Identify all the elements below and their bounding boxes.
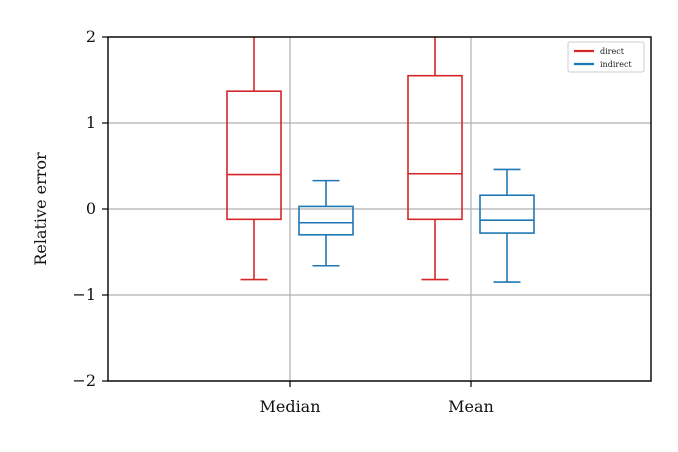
grid-lines	[108, 36, 651, 382]
y-axis-label: Relative error	[31, 152, 50, 266]
y-tick-label: −1	[72, 285, 96, 304]
box-plots	[226, 37, 535, 283]
x-tick-label: Median	[259, 397, 320, 416]
axis-ticks: −2 −1 0 1 2 Median Mean	[72, 27, 493, 416]
legend-label-direct: direct	[600, 47, 625, 56]
iqr-box	[226, 90, 282, 221]
box-indirect-median	[298, 179, 354, 267]
x-tick-label: Mean	[448, 397, 494, 416]
y-tick-label: 1	[86, 113, 96, 132]
y-tick-label: 2	[86, 27, 96, 46]
iqr-box	[407, 74, 463, 221]
box-direct-median	[226, 37, 282, 281]
y-tick-label: 0	[86, 199, 96, 218]
legend: direct indirect	[567, 41, 645, 73]
iqr-box	[298, 205, 354, 236]
y-tick-label: −2	[72, 371, 96, 390]
box-indirect-mean	[479, 168, 535, 283]
box-direct-mean	[407, 37, 463, 281]
legend-label-indirect: indirect	[600, 60, 632, 69]
iqr-box	[479, 194, 535, 234]
